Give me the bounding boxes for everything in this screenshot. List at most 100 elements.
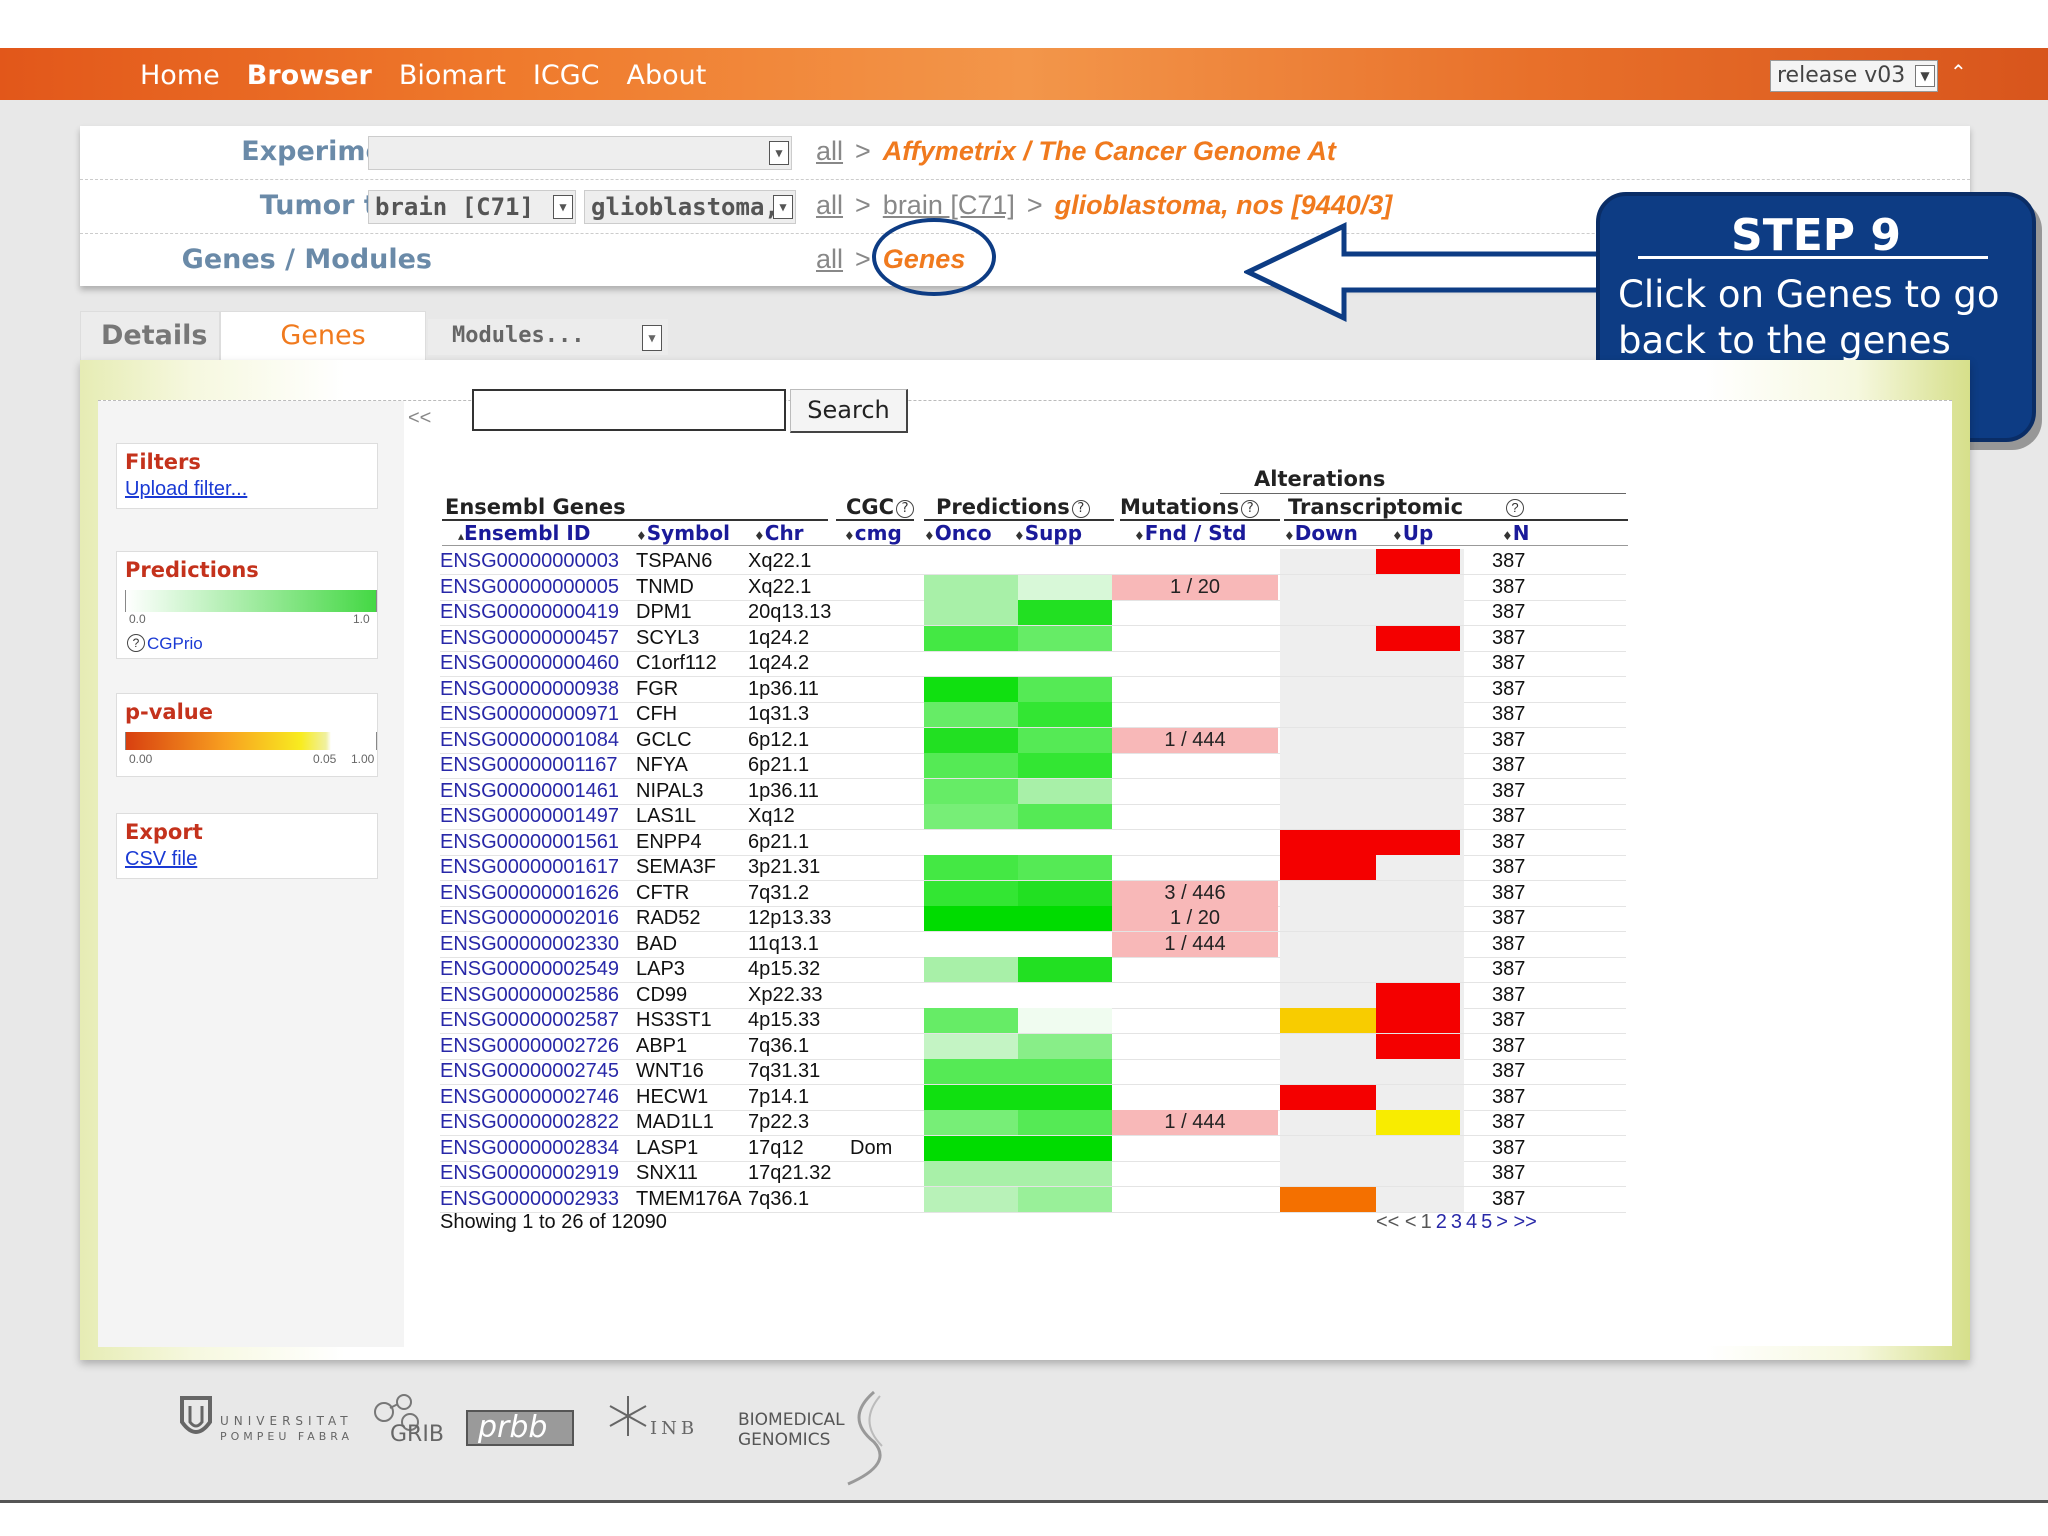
- symbol-header[interactable]: ♦Symbol: [636, 521, 730, 545]
- onco-heat-cell[interactable]: [924, 1008, 1018, 1033]
- cgprio-link[interactable]: CGPrio: [147, 634, 203, 653]
- nav-icgc[interactable]: ICGC: [532, 60, 600, 91]
- up-heat-cell[interactable]: [1376, 1008, 1460, 1033]
- onco-heat-cell[interactable]: [924, 1033, 1018, 1059]
- up-heat-cell[interactable]: [1376, 625, 1460, 651]
- experiments-select[interactable]: ▼: [368, 136, 792, 170]
- fnd-std-header[interactable]: ♦Fnd / Std: [1134, 521, 1247, 545]
- nav-biomart[interactable]: Biomart: [398, 60, 506, 91]
- ensembl-id-link[interactable]: ENSG00000002587: [440, 1009, 620, 1031]
- supp-heat-cell[interactable]: [1018, 1110, 1112, 1135]
- modules-select[interactable]: Modules... ▼: [428, 319, 668, 355]
- pager-next[interactable]: > >>: [1496, 1211, 1537, 1233]
- onco-heat-cell[interactable]: [924, 1161, 1018, 1186]
- supp-heat-cell[interactable]: [1018, 957, 1112, 982]
- tab-details[interactable]: Details: [80, 311, 220, 361]
- onco-heat-cell[interactable]: [924, 702, 1018, 727]
- upload-filter-link[interactable]: Upload filter...: [125, 478, 248, 500]
- ensembl-id-link[interactable]: ENSG00000001617: [440, 856, 620, 878]
- ensembl-id-link[interactable]: ENSG00000002822: [440, 1111, 620, 1133]
- cmg-header[interactable]: ♦cmg: [844, 521, 902, 545]
- pager-page[interactable]: 5: [1481, 1211, 1493, 1233]
- ensembl-id-link[interactable]: ENSG00000000003: [440, 550, 620, 572]
- ensembl-id-link[interactable]: ENSG00000002745: [440, 1060, 620, 1082]
- supp-heat-cell[interactable]: [1018, 753, 1112, 778]
- down-heat-cell[interactable]: [1280, 1186, 1376, 1212]
- mutation-cell[interactable]: 1 / 444: [1112, 727, 1278, 753]
- help-icon[interactable]: ?: [1506, 499, 1524, 517]
- release-select[interactable]: release v03 ▼: [1770, 60, 1938, 92]
- mutation-cell[interactable]: 1 / 20: [1112, 906, 1278, 931]
- supp-heat-cell[interactable]: [1018, 727, 1112, 753]
- ensembl-id-link[interactable]: ENSG00000002586: [440, 983, 620, 1006]
- onco-heat-cell[interactable]: [924, 957, 1018, 982]
- ensembl-id-link[interactable]: ENSG00000001497: [440, 805, 620, 827]
- n-header[interactable]: ♦N: [1502, 521, 1530, 545]
- ensembl-id-link[interactable]: ENSG00000002834: [440, 1136, 620, 1159]
- chr-header[interactable]: ♦Chr: [754, 521, 804, 545]
- help-icon[interactable]: ?: [127, 634, 145, 652]
- onco-heat-cell[interactable]: [924, 906, 1018, 931]
- supp-heat-cell[interactable]: [1018, 804, 1112, 829]
- ensembl-id-header[interactable]: ▴Ensembl ID: [458, 521, 590, 545]
- supp-heat-cell[interactable]: [1018, 574, 1112, 600]
- supp-heat-cell[interactable]: [1018, 1008, 1112, 1033]
- ensembl-id-link[interactable]: ENSG00000000457: [440, 626, 620, 649]
- ensembl-id-link[interactable]: ENSG00000000419: [440, 601, 620, 623]
- supp-heat-cell[interactable]: [1018, 702, 1112, 727]
- nav-about[interactable]: About: [626, 60, 707, 91]
- onco-heat-cell[interactable]: [924, 1110, 1018, 1135]
- onco-heat-cell[interactable]: [924, 778, 1018, 804]
- ensembl-id-link[interactable]: ENSG00000001461: [440, 779, 620, 802]
- onco-heat-cell[interactable]: [924, 855, 1018, 880]
- supp-heat-cell[interactable]: [1018, 906, 1112, 931]
- mutation-cell[interactable]: 3 / 446: [1112, 880, 1278, 906]
- ensembl-id-link[interactable]: ENSG00000001167: [440, 754, 618, 776]
- pager-page[interactable]: 3: [1450, 1211, 1462, 1233]
- mutation-cell[interactable]: 1 / 444: [1112, 1110, 1278, 1135]
- onco-heat-cell[interactable]: [924, 804, 1018, 829]
- onco-heat-cell[interactable]: [924, 1186, 1018, 1212]
- ensembl-id-link[interactable]: ENSG00000002016: [440, 907, 620, 929]
- supp-heat-cell[interactable]: [1018, 855, 1112, 880]
- supp-heat-cell[interactable]: [1018, 1186, 1112, 1212]
- search-input[interactable]: [472, 389, 786, 431]
- up-heat-cell[interactable]: [1376, 1110, 1460, 1135]
- tumor-all-link[interactable]: all: [816, 190, 844, 220]
- ensembl-id-link[interactable]: ENSG00000002919: [440, 1162, 620, 1184]
- collapse-sidebar-button[interactable]: <<: [408, 407, 432, 429]
- supp-heat-cell[interactable]: [1018, 778, 1112, 804]
- onco-header[interactable]: ♦Onco: [924, 521, 992, 545]
- down-heat-cell[interactable]: [1280, 1008, 1376, 1033]
- search-button[interactable]: Search: [790, 389, 908, 433]
- onco-heat-cell[interactable]: [924, 880, 1018, 906]
- onco-heat-cell[interactable]: [924, 1059, 1018, 1084]
- supp-heat-cell[interactable]: [1018, 625, 1112, 651]
- tumor-select-primary[interactable]: brain [C71] ▼: [368, 190, 576, 224]
- ensembl-id-link[interactable]: ENSG00000000005: [440, 575, 620, 598]
- nav-browser[interactable]: Browser: [246, 60, 372, 91]
- up-heat-cell[interactable]: [1376, 982, 1460, 1008]
- supp-header[interactable]: ♦Supp: [1014, 521, 1082, 545]
- up-heat-cell[interactable]: [1376, 1033, 1460, 1059]
- down-heat-cell[interactable]: [1280, 829, 1376, 855]
- ensembl-id-link[interactable]: ENSG00000002549: [440, 958, 620, 980]
- onco-heat-cell[interactable]: [924, 676, 1018, 702]
- mutation-cell[interactable]: 1 / 20: [1112, 574, 1278, 600]
- up-heat-cell[interactable]: [1376, 829, 1460, 855]
- ensembl-id-link[interactable]: ENSG00000002933: [440, 1187, 620, 1210]
- supp-heat-cell[interactable]: [1018, 1033, 1112, 1059]
- supp-heat-cell[interactable]: [1018, 1084, 1112, 1110]
- up-header[interactable]: ♦Up: [1392, 521, 1433, 545]
- experiments-all-link[interactable]: all: [816, 136, 844, 166]
- ensembl-id-link[interactable]: ENSG00000002330: [440, 932, 620, 955]
- ensembl-id-link[interactable]: ENSG00000002746: [440, 1085, 620, 1108]
- ensembl-id-link[interactable]: ENSG00000001084: [440, 728, 620, 751]
- collapse-up-icon[interactable]: ⌃: [1950, 62, 1967, 84]
- supp-heat-cell[interactable]: [1018, 1161, 1112, 1186]
- supp-heat-cell[interactable]: [1018, 880, 1112, 906]
- pager-page[interactable]: 2: [1435, 1211, 1447, 1233]
- help-icon[interactable]: ?: [1241, 500, 1260, 518]
- ensembl-id-link[interactable]: ENSG00000001626: [440, 881, 620, 904]
- tab-genes[interactable]: Genes: [220, 311, 426, 361]
